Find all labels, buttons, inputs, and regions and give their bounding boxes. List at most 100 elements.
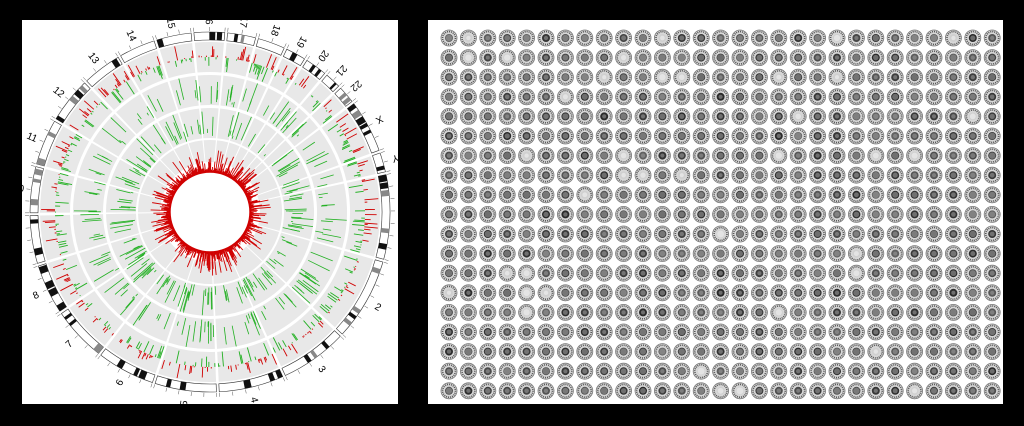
thumbnail-cell bbox=[770, 29, 788, 47]
thumbnail-cell bbox=[692, 186, 710, 204]
tick-mark bbox=[296, 49, 299, 54]
thumbnail-cell bbox=[809, 49, 827, 66]
inner-gain-bar bbox=[249, 219, 268, 224]
thumbnail-cell bbox=[731, 29, 749, 47]
loss-bar bbox=[247, 133, 256, 147]
tick-mark bbox=[44, 128, 49, 132]
thumbnail-cell bbox=[615, 88, 633, 106]
thumbnail-cell bbox=[498, 29, 516, 47]
thumbnail-cell bbox=[712, 323, 730, 341]
histogram-bar bbox=[225, 57, 228, 67]
inner-gain-bar bbox=[152, 193, 172, 201]
thumbnail-cell bbox=[692, 88, 710, 106]
loss-bar bbox=[290, 216, 302, 219]
loss-bar bbox=[284, 208, 307, 211]
thumbnail-cell bbox=[576, 166, 594, 184]
thumbnail-cell bbox=[770, 245, 788, 263]
thumbnail-cell bbox=[537, 303, 555, 321]
loss-bar bbox=[231, 325, 237, 347]
loss-bar bbox=[278, 172, 288, 178]
histogram-bar bbox=[111, 333, 114, 336]
thumbnail-cell bbox=[770, 147, 788, 165]
loss-bar bbox=[146, 267, 155, 275]
track-band bbox=[217, 340, 279, 382]
thumbnail-cell bbox=[537, 264, 555, 282]
thumbnail-cell bbox=[809, 147, 827, 165]
ideogram-4 bbox=[218, 368, 284, 393]
thumbnail-cell bbox=[595, 343, 613, 361]
thumbnail-cell bbox=[518, 186, 535, 204]
track-band bbox=[254, 285, 310, 337]
inner-gain-bar bbox=[195, 158, 201, 174]
inner-gain-bar bbox=[178, 161, 190, 179]
inner-gain-bar bbox=[237, 179, 243, 184]
inner-gain-bar bbox=[163, 216, 171, 219]
tick-mark bbox=[84, 345, 88, 349]
loss-bar bbox=[263, 105, 270, 116]
histogram-bar bbox=[135, 341, 141, 349]
loss-bar bbox=[250, 313, 260, 336]
histogram-bar bbox=[103, 328, 109, 333]
track-band bbox=[288, 241, 342, 305]
inner-gain-bar bbox=[182, 176, 186, 181]
histogram-bar bbox=[191, 50, 194, 58]
thumbnail-cell bbox=[731, 382, 749, 400]
ideogram-band bbox=[165, 378, 172, 388]
thumbnail-cell bbox=[712, 127, 730, 145]
thumbnail-cell bbox=[906, 186, 924, 204]
loss-bar bbox=[181, 317, 187, 335]
inner-gain-bar bbox=[243, 182, 258, 192]
tick-mark bbox=[297, 370, 301, 374]
inner-gain-bar bbox=[221, 157, 228, 175]
thumbnail-cell bbox=[906, 166, 924, 184]
thumbnail-cell bbox=[847, 205, 865, 223]
ideogram-band bbox=[378, 242, 388, 250]
ideogram-band bbox=[69, 95, 79, 105]
histogram-bar bbox=[91, 110, 94, 113]
thumbnail-cell bbox=[576, 68, 594, 86]
inner-gain-bar bbox=[248, 221, 254, 224]
loss-bar bbox=[135, 293, 139, 297]
loss-bar bbox=[308, 259, 330, 272]
histogram-bar bbox=[291, 343, 298, 354]
histogram-bar bbox=[353, 245, 362, 248]
inner-gain-bar bbox=[177, 175, 184, 183]
histogram-bar bbox=[346, 133, 358, 140]
inner-gain-bar bbox=[166, 183, 177, 191]
inner-gain-bar bbox=[169, 192, 174, 196]
inner-gain-bar bbox=[203, 251, 206, 266]
thumbnail-cell bbox=[518, 29, 535, 47]
track-band bbox=[40, 214, 76, 261]
histogram-bar bbox=[339, 123, 347, 128]
histogram-bar bbox=[327, 295, 337, 303]
inner-gain-bar bbox=[241, 235, 246, 240]
ideogram-band bbox=[289, 52, 298, 62]
histogram-bar bbox=[66, 279, 71, 283]
thumbnail-cell bbox=[653, 382, 671, 400]
ideogram-band bbox=[321, 340, 330, 350]
loss-bar bbox=[252, 273, 265, 291]
track-band bbox=[168, 313, 215, 349]
thumbnail-cell bbox=[925, 29, 943, 47]
inner-gain-bar bbox=[248, 200, 258, 204]
inner-gain-bar bbox=[164, 207, 171, 209]
track-band bbox=[279, 107, 308, 138]
inner-gain-bar bbox=[173, 244, 187, 263]
thumbnail-cell bbox=[906, 147, 924, 165]
thumbnail-cell bbox=[479, 245, 497, 263]
track-band bbox=[138, 122, 173, 159]
thumbnail-cell bbox=[983, 147, 1001, 165]
histogram-bar bbox=[320, 303, 330, 312]
thumbnail-cell bbox=[731, 108, 749, 125]
loss-bar bbox=[147, 95, 157, 112]
histogram-bar bbox=[274, 71, 278, 77]
thumbnail-cell bbox=[537, 166, 555, 184]
histogram-bar bbox=[344, 268, 354, 273]
histogram-bar bbox=[310, 321, 316, 327]
histogram-bar bbox=[84, 307, 89, 311]
track-band bbox=[169, 75, 199, 110]
inner-gain-bar bbox=[165, 187, 176, 194]
loss-bar bbox=[93, 155, 111, 165]
thumbnail-cell bbox=[770, 205, 788, 223]
inner-gain-bar bbox=[197, 168, 200, 174]
